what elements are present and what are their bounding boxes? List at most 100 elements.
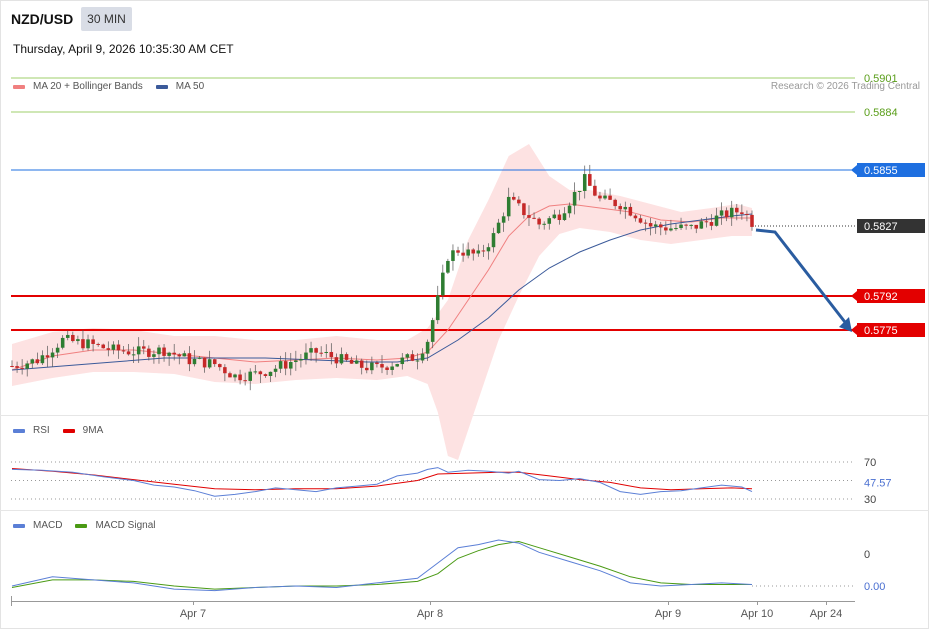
- candle-up: [491, 233, 496, 248]
- candle-down: [71, 334, 75, 342]
- candle-down: [598, 195, 602, 199]
- candle-up: [653, 224, 658, 227]
- candle-down: [365, 367, 369, 371]
- candle-up: [273, 368, 278, 372]
- rsi-ma-legend-swatch: [62, 428, 75, 433]
- candle-down: [658, 224, 663, 228]
- candle-down: [202, 357, 207, 368]
- candle-up: [192, 358, 197, 365]
- candle-up: [152, 354, 156, 357]
- candle-down: [212, 359, 217, 365]
- candle-down: [740, 212, 744, 214]
- support-tag-arrow-4: [851, 291, 857, 301]
- candle-up: [25, 363, 29, 369]
- candle-up: [304, 352, 308, 360]
- candle-up: [420, 353, 425, 361]
- candle-down: [709, 222, 714, 226]
- forecast-arrow-line: [755, 228, 850, 327]
- forecast-arrow-head: [839, 317, 852, 332]
- resistance-label-1: 0.5884: [864, 107, 898, 119]
- candle-up: [623, 206, 628, 210]
- candle-down: [537, 218, 541, 225]
- resistance-tag-2: [857, 163, 925, 177]
- candle-down: [187, 353, 192, 365]
- candle-down: [91, 339, 95, 344]
- ma50-legend-label: MA 50: [175, 81, 205, 92]
- time-axis-label: Apr 7: [180, 608, 206, 620]
- macd-legend-swatch: [13, 523, 25, 528]
- candle-down: [588, 174, 592, 186]
- candle-down: [745, 213, 749, 215]
- candle-up: [76, 339, 80, 342]
- ma20-legend-swatch: [13, 84, 25, 89]
- candle-up: [324, 351, 329, 353]
- support-tag-4: [857, 289, 925, 303]
- candle-down: [618, 206, 622, 210]
- support-tag-5: [857, 323, 925, 337]
- candle-up: [729, 207, 734, 218]
- rsi-current-value: 47.57: [864, 478, 892, 490]
- macd-signal-legend-label: MACD Signal: [95, 520, 156, 531]
- candle-up: [40, 355, 45, 364]
- candle-up: [354, 360, 359, 364]
- candle-up: [111, 344, 116, 350]
- candle-down: [243, 380, 247, 382]
- candle-down: [593, 185, 597, 196]
- candle-down: [724, 210, 729, 218]
- ma20-legend-label: MA 20 + Bollinger Bands: [33, 81, 143, 92]
- candle-down: [613, 199, 617, 207]
- candle-up: [430, 320, 435, 342]
- candle-down: [238, 374, 242, 381]
- current-price-label: 0.5827: [864, 221, 898, 233]
- candle-up: [577, 190, 582, 192]
- bollinger-band: [12, 144, 752, 460]
- candle-down: [121, 350, 126, 352]
- candle-down: [532, 217, 536, 219]
- rsi-legend-label: RSI: [33, 425, 50, 436]
- candle-up: [441, 272, 445, 296]
- rsi-legend-swatch: [13, 428, 25, 433]
- candle-down: [35, 359, 40, 364]
- candle-down: [81, 339, 85, 349]
- candle-down: [10, 366, 14, 367]
- candle-up: [425, 341, 430, 354]
- rsi-legend: RSI 9MA: [13, 425, 103, 436]
- resistance-label-0: 0.5901: [864, 73, 898, 85]
- candle-up: [466, 249, 470, 256]
- candle-up: [699, 221, 704, 229]
- candle-down: [106, 348, 111, 350]
- candle-down: [664, 227, 668, 231]
- support-tag-arrow-5: [851, 325, 857, 335]
- candle-down: [628, 206, 633, 216]
- candle-up: [253, 371, 258, 373]
- candle-down: [684, 224, 688, 226]
- resistance-label-2: 0.5855: [864, 165, 898, 177]
- candle-down: [527, 215, 531, 218]
- candle-up: [674, 228, 678, 230]
- candle-down: [522, 203, 526, 216]
- candle-up: [395, 364, 399, 367]
- candle-up: [714, 215, 719, 226]
- candle-up: [131, 354, 136, 356]
- candle-down: [334, 357, 339, 364]
- candle-down: [750, 214, 754, 227]
- candle-up: [669, 228, 673, 231]
- candle-up: [299, 359, 303, 361]
- candle-down: [101, 344, 106, 349]
- rsi-level-70: 70: [864, 457, 876, 469]
- macd-axis-top-label: 0: [864, 549, 870, 561]
- macd-line: [11, 539, 753, 592]
- candle-down: [375, 362, 379, 365]
- candle-down: [314, 348, 318, 353]
- candle-up: [268, 371, 273, 377]
- candle-up: [278, 361, 283, 369]
- candle-down: [126, 351, 131, 355]
- candle-up: [55, 347, 60, 353]
- timeframe-button[interactable]: 30 MIN: [81, 7, 132, 31]
- candle-up: [506, 196, 511, 217]
- candle-down: [45, 355, 50, 358]
- candle-down: [228, 373, 232, 378]
- candle-down: [162, 347, 166, 356]
- candle-up: [603, 195, 607, 199]
